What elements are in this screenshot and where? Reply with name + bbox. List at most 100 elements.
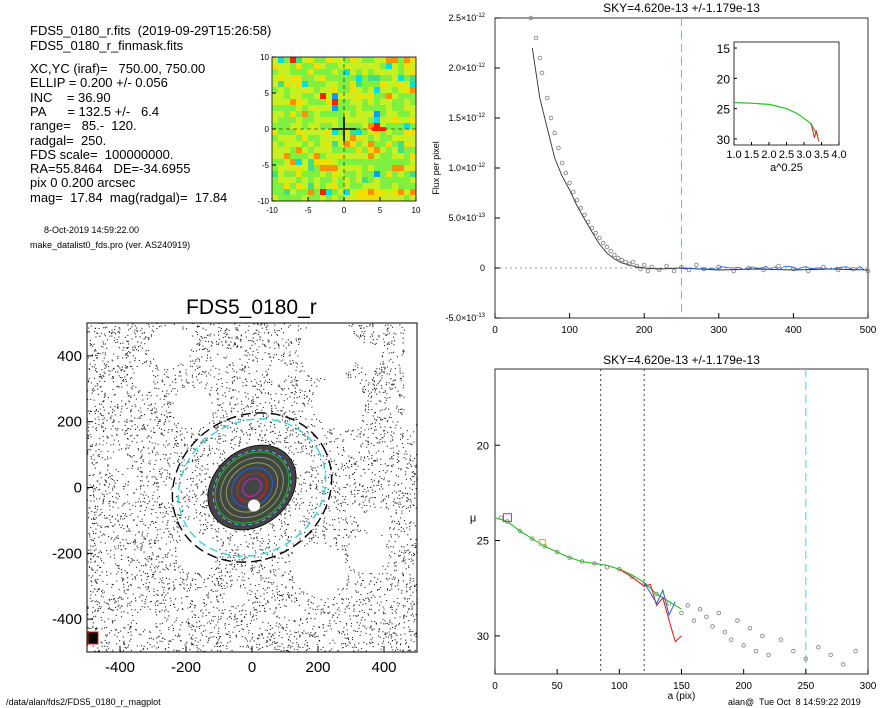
y-tick-label: 1.5×10-12: [449, 113, 486, 123]
residual-cell: [302, 177, 309, 184]
residual-cell: [320, 75, 327, 82]
residual-cell: [386, 147, 393, 154]
residual-cell: [410, 189, 417, 196]
residual-cell: [392, 135, 399, 142]
residual-cell: [284, 123, 291, 130]
residual-cell: [374, 111, 381, 118]
residual-cell: [350, 69, 357, 76]
residual-cell: [404, 75, 411, 82]
residual-cell: [272, 165, 279, 172]
residual-cell: [308, 141, 315, 148]
residual-cell: [398, 135, 405, 142]
residual-cell: [290, 129, 297, 136]
residual-cell: [362, 141, 369, 148]
residual-cell: [332, 189, 339, 196]
residual-cell: [368, 81, 375, 88]
data-point: [735, 618, 740, 623]
residual-cell: [374, 63, 381, 70]
residual-cell: [284, 81, 291, 88]
residual-cell: [362, 69, 369, 76]
residual-cell: [392, 171, 399, 178]
residual-cell: [272, 195, 279, 202]
residual-cell: [386, 57, 393, 64]
residual-cell: [320, 153, 327, 160]
residual-cell: [368, 183, 375, 190]
residual-cell: [332, 153, 339, 160]
residual-cell: [338, 159, 345, 166]
residual-cell: [398, 117, 405, 124]
residual-cell: [404, 153, 411, 160]
residual-cell: [314, 117, 321, 124]
residual-cell: [356, 135, 363, 142]
residual-cell: [290, 195, 297, 202]
residual-cell: [302, 189, 309, 196]
residual-cell: [398, 153, 405, 160]
data-point: [679, 610, 684, 616]
residual-cell: [362, 153, 369, 160]
residual-cell: [296, 195, 303, 202]
data-point: [542, 544, 547, 549]
x-tick-label: 1.0: [726, 149, 741, 161]
isophote-ring: [225, 462, 279, 513]
residual-cell: [302, 105, 309, 112]
residual-cell: [314, 123, 321, 130]
residual-cell: [398, 171, 405, 178]
residual-cell: [356, 99, 363, 106]
isophote-ring: [231, 467, 273, 508]
residual-cell: [326, 177, 333, 184]
residual-hotspot: [372, 127, 386, 131]
residual-cell: [392, 117, 399, 124]
residual-cell: [398, 87, 405, 94]
residual-cell: [338, 195, 345, 202]
residual-cell: [380, 195, 387, 202]
residual-cell: [314, 177, 321, 184]
residual-cell: [392, 141, 399, 148]
residual-cell: [344, 159, 351, 166]
residual-cell: [356, 105, 363, 112]
data-point: [571, 189, 576, 195]
residual-cell: [272, 93, 279, 100]
residual-cell: [404, 195, 411, 202]
residual-cell: [368, 129, 375, 136]
residual-cell: [356, 195, 363, 202]
residual-cell: [290, 69, 297, 76]
residual-cell: [314, 153, 321, 160]
residual-cell: [386, 93, 393, 100]
residual-cell: [350, 129, 357, 136]
residual-cell: [296, 129, 303, 136]
data-point: [612, 252, 617, 258]
residual-cell: [296, 69, 303, 76]
residual-cell: [356, 87, 363, 94]
residual-cell: [278, 81, 285, 88]
residual-cell: [272, 159, 279, 166]
residual-cell: [386, 135, 393, 142]
residual-cell: [380, 111, 387, 118]
residual-cell: [302, 75, 309, 82]
residual-cell: [368, 93, 375, 100]
residual-cell: [350, 165, 357, 172]
residual-cell: [410, 159, 417, 166]
x-tick-label: 150: [673, 681, 690, 692]
residual-cell: [380, 183, 387, 190]
residual-cell: [278, 111, 285, 118]
residual-cell: [302, 69, 309, 76]
residual-cell: [398, 57, 405, 64]
residual-cell: [404, 69, 411, 76]
residual-cell: [380, 153, 387, 160]
x-tick-label: -5: [304, 206, 312, 215]
residual-cell: [326, 159, 333, 166]
data-point: [593, 230, 598, 236]
residual-cell: [278, 69, 285, 76]
residual-cell: [368, 57, 375, 64]
residual-cell: [362, 171, 369, 178]
x-tick-label: 0: [492, 325, 498, 336]
residual-cell: [386, 117, 393, 124]
residual-cell: [344, 135, 351, 142]
data-point: [828, 652, 833, 658]
data-point: [654, 591, 659, 597]
x-tick-label: 200: [735, 681, 752, 692]
residual-cell: [314, 87, 321, 94]
data-point: [517, 528, 523, 534]
y-tick-label: 25: [477, 536, 489, 548]
residual-cell: [392, 75, 399, 82]
